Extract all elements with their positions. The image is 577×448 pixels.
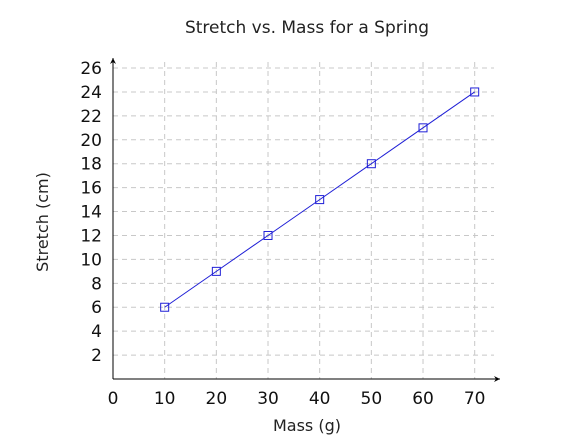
y-tick-label: 4 <box>91 322 102 342</box>
x-tick-label: 60 <box>412 389 434 409</box>
x-tick-label: 50 <box>361 389 383 409</box>
data-point-marker <box>160 302 170 312</box>
y-tick-label: 8 <box>91 274 102 294</box>
series-line <box>164 91 475 308</box>
x-axis-label: Mass (g) <box>273 416 341 435</box>
grid <box>113 62 494 379</box>
data-point-marker <box>470 87 480 97</box>
y-tick-label: 10 <box>80 250 102 270</box>
x-tick-label: 30 <box>257 389 279 409</box>
x-axis-arrow <box>494 376 500 382</box>
y-tick-label: 22 <box>80 107 102 127</box>
y-tick-label: 6 <box>91 298 102 318</box>
y-tick-label: 26 <box>80 59 102 79</box>
data-point-marker <box>366 159 376 169</box>
x-tick-label: 10 <box>154 389 176 409</box>
y-axis-arrow <box>110 58 116 64</box>
y-tick-label: 18 <box>80 155 102 175</box>
y-tick-label: 16 <box>80 179 102 199</box>
y-tick-label: 2 <box>91 346 102 366</box>
chart-title: Stretch vs. Mass for a Spring <box>185 18 429 38</box>
x-tick-label: 40 <box>309 389 331 409</box>
y-tick-label: 24 <box>80 83 102 103</box>
x-tick-label: 0 <box>108 389 119 409</box>
series <box>160 87 480 312</box>
axes <box>110 58 500 382</box>
x-tick-label: 20 <box>206 389 228 409</box>
data-point-marker <box>315 195 325 205</box>
x-tick-label: 70 <box>464 389 486 409</box>
data-point-marker <box>263 230 273 240</box>
y-tick-label: 20 <box>80 131 102 151</box>
y-tick-label: 12 <box>80 226 102 246</box>
y-axis-label: Stretch (cm) <box>33 172 52 272</box>
y-tick-label: 14 <box>80 203 102 223</box>
data-point-marker <box>211 266 221 276</box>
data-point-marker <box>418 123 428 133</box>
